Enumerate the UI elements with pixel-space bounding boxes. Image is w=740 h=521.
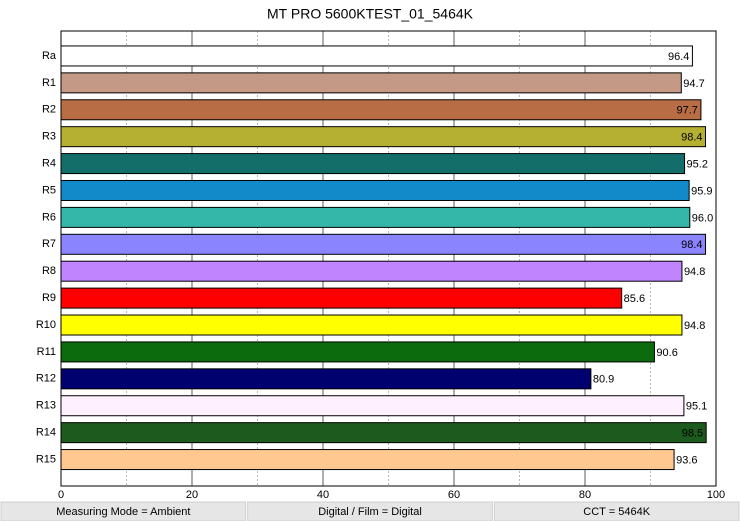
bar: [60, 72, 682, 94]
plot-frame: [60, 30, 717, 487]
y-tick-label: R1: [42, 77, 56, 89]
value-label: 98.4: [681, 132, 702, 144]
value-label: 98.4: [681, 239, 702, 251]
y-tick-label: R6: [42, 211, 56, 223]
footer-text: CCT = 5464K: [583, 506, 650, 518]
bar: [60, 99, 702, 121]
value-label: 94.8: [684, 266, 705, 278]
bar: [60, 341, 655, 363]
y-tick-label: R12: [36, 373, 56, 385]
bar: [60, 314, 683, 336]
bar: [60, 153, 686, 175]
y-tick-label: R15: [36, 453, 56, 465]
bar: [60, 287, 623, 309]
y-tick-label: R10: [36, 319, 56, 331]
y-tick-label: R5: [42, 184, 56, 196]
value-label: 97.7: [677, 105, 698, 117]
x-tick-label: 80: [579, 489, 591, 501]
value-label: 96.4: [668, 51, 689, 63]
value-label: 95.9: [691, 185, 712, 197]
value-label: 96.0: [692, 212, 713, 224]
x-tick-label: 60: [448, 489, 460, 501]
chart-title: MT PRO 5600KTEST_01_5464K: [267, 6, 474, 22]
bar: [60, 368, 592, 390]
y-tick-label: R4: [42, 157, 56, 169]
footer-text: Measuring Mode = Ambient: [56, 506, 190, 518]
x-tick-label: 40: [317, 489, 329, 501]
y-tick-label: R3: [42, 131, 56, 143]
y-tick-label: R8: [42, 265, 56, 277]
value-label: 85.6: [624, 293, 645, 305]
value-label: 80.9: [593, 374, 614, 386]
y-tick-label: R11: [37, 346, 56, 358]
x-tick-label: 0: [58, 489, 64, 501]
value-label: 95.2: [687, 158, 708, 170]
y-tick-label: R7: [42, 238, 56, 250]
x-tick-label: 100: [707, 489, 725, 501]
bar: [60, 179, 690, 201]
y-tick-label: R2: [42, 104, 56, 116]
bar: [60, 449, 675, 471]
value-label: 93.6: [676, 454, 697, 466]
value-label: 94.8: [684, 320, 705, 332]
y-tick-label: Ra: [42, 50, 57, 62]
bar: [60, 233, 707, 255]
y-tick-label: R9: [42, 292, 56, 304]
footer-cell: [493, 501, 740, 521]
value-label: 90.6: [656, 347, 677, 359]
y-tick-label: R14: [36, 427, 56, 439]
value-label: 95.1: [686, 401, 707, 413]
value-label: 98.5: [682, 428, 703, 440]
footer-text: Digital / Film = Digital: [318, 506, 422, 518]
bar: [60, 206, 691, 228]
x-tick-label: 20: [186, 489, 198, 501]
bar: [60, 422, 707, 444]
value-label: 94.7: [683, 78, 704, 90]
y-tick-label: R13: [36, 400, 56, 412]
bar: [60, 126, 707, 148]
bar: [60, 260, 683, 282]
bar: [60, 395, 685, 417]
footer-cell: [0, 501, 247, 521]
footer-cell: [247, 501, 493, 521]
bar: [60, 45, 693, 67]
